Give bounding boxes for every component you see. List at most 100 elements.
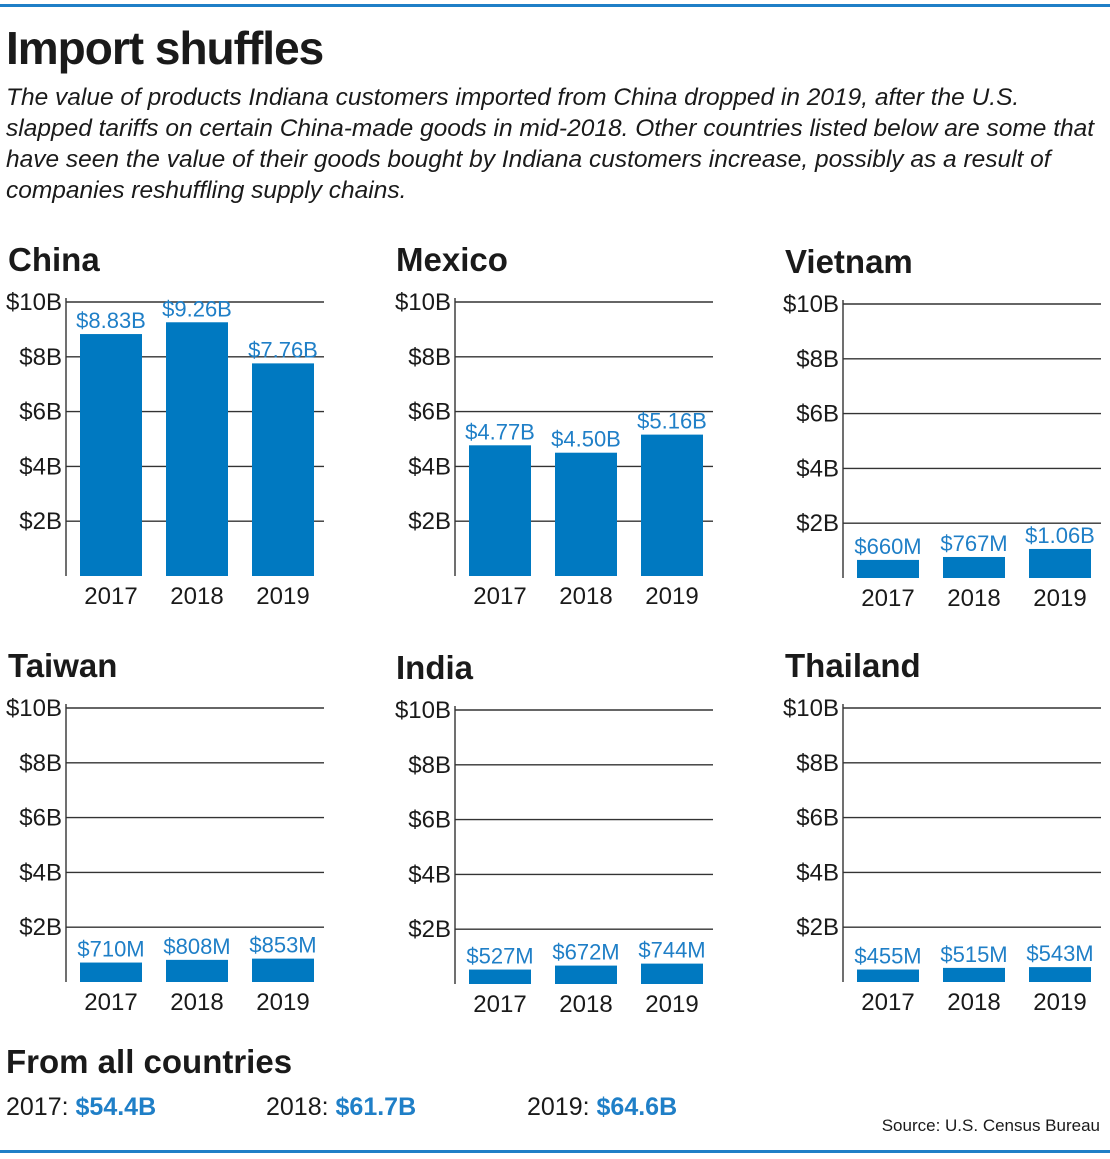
chart-panel-mexico: Mexico $2B $4B $6B $8B $10B $4.77B 2017 $4.50B 2… bbox=[395, 240, 725, 620]
x-tick-label: 2017 bbox=[84, 989, 137, 1016]
bar bbox=[1029, 548, 1091, 578]
x-tick-label: 2019 bbox=[256, 989, 309, 1016]
bar bbox=[555, 452, 617, 576]
x-tick-label: 2017 bbox=[861, 585, 914, 612]
page-title: Import shuffles bbox=[6, 22, 324, 74]
total-year: 2017: bbox=[6, 1093, 69, 1121]
bar bbox=[469, 969, 531, 984]
x-tick-label: 2019 bbox=[645, 583, 698, 610]
y-tick-label: $8B bbox=[796, 346, 839, 373]
y-tick-label: $4B bbox=[19, 453, 62, 480]
source-note: Source: U.S. Census Bureau bbox=[881, 1116, 1100, 1135]
chart-panel-thailand: Thailand $2B $4B $6B $8B $10B $455M 2017 $515M 2… bbox=[783, 646, 1110, 1026]
chart-panel-china: China $2B $4B $6B $8B $10B $8.83B 2017 $9.26B 20… bbox=[6, 240, 336, 620]
x-tick-label: 2019 bbox=[256, 583, 309, 610]
y-tick-label: $8B bbox=[408, 344, 451, 371]
y-tick-label: $8B bbox=[408, 752, 451, 779]
total-2019: 2019: $64.6B bbox=[527, 1090, 677, 1124]
data-label: $660M bbox=[854, 534, 921, 559]
chart-panel-taiwan: Taiwan $2B $4B $6B $8B $10B $710M 2017 $808M 201… bbox=[6, 646, 336, 1026]
x-tick-label: 2018 bbox=[947, 989, 1000, 1016]
bar bbox=[252, 363, 314, 576]
data-label: $455M bbox=[854, 944, 921, 969]
y-tick-label: $6B bbox=[408, 399, 451, 426]
x-tick-label: 2017 bbox=[861, 989, 914, 1016]
x-tick-label: 2018 bbox=[559, 583, 612, 610]
bar bbox=[1029, 967, 1091, 982]
y-tick-label: $4B bbox=[408, 861, 451, 888]
total-2018: 2018: $61.7B bbox=[266, 1090, 416, 1124]
chart-title: China bbox=[8, 241, 100, 278]
bar bbox=[857, 969, 919, 982]
data-label: $9.26B bbox=[162, 296, 232, 321]
bar bbox=[469, 445, 531, 576]
y-tick-label: $6B bbox=[796, 805, 839, 832]
bar-chart-india: $2B $4B $6B $8B $10B $527M 2017 $672M 2018 $744M 2… bbox=[395, 697, 713, 1018]
y-tick-label: $10B bbox=[783, 695, 839, 722]
data-label: $515M bbox=[940, 942, 1007, 967]
total-value: $54.4B bbox=[75, 1093, 157, 1121]
data-label: $744M bbox=[638, 938, 705, 963]
y-tick-label: $8B bbox=[19, 750, 62, 777]
total-2017: 2017: $54.4B bbox=[6, 1090, 156, 1124]
x-tick-label: 2018 bbox=[170, 989, 223, 1016]
data-label: $1.06B bbox=[1025, 523, 1095, 548]
y-tick-label: $10B bbox=[6, 695, 62, 722]
data-label: $672M bbox=[552, 940, 619, 965]
bar-chart-mexico: $2B $4B $6B $8B $10B $4.77B 2017 $4.50B 2018 $5.1… bbox=[395, 289, 713, 610]
bar-chart-vietnam: $2B $4B $6B $8B $10B $660M 2017 $767M 2018 $1.06B… bbox=[783, 291, 1101, 612]
x-tick-label: 2017 bbox=[473, 583, 526, 610]
y-tick-label: $2B bbox=[796, 914, 839, 941]
bar bbox=[80, 334, 142, 576]
total-year: 2018: bbox=[266, 1093, 329, 1121]
y-tick-label: $4B bbox=[408, 453, 451, 480]
y-tick-label: $2B bbox=[19, 508, 62, 535]
y-tick-label: $2B bbox=[796, 510, 839, 537]
y-tick-label: $6B bbox=[796, 401, 839, 428]
y-tick-label: $10B bbox=[395, 289, 451, 316]
data-label: $4.77B bbox=[465, 419, 535, 444]
x-tick-label: 2017 bbox=[473, 991, 526, 1018]
bar-chart-thailand: $2B $4B $6B $8B $10B $455M 2017 $515M 2018 $543M 2… bbox=[783, 695, 1101, 1016]
bar bbox=[555, 965, 617, 984]
y-tick-label: $6B bbox=[19, 805, 62, 832]
y-tick-label: $8B bbox=[19, 344, 62, 371]
y-tick-label: $10B bbox=[783, 291, 839, 318]
y-tick-label: $2B bbox=[408, 916, 451, 943]
bar bbox=[166, 322, 228, 576]
bar-chart-china: $2B $4B $6B $8B $10B $8.83B 2017 $9.26B 2018 $7.7… bbox=[6, 289, 324, 610]
bar bbox=[641, 434, 703, 576]
chart-title: Vietnam bbox=[785, 243, 913, 280]
data-label: $710M bbox=[77, 937, 144, 962]
top-rule bbox=[0, 4, 1110, 7]
chart-panel-vietnam: Vietnam $2B $4B $6B $8B $10B $660M 2017 $767M 20… bbox=[783, 242, 1110, 622]
chart-panel-india: India $2B $4B $6B $8B $10B $527M 2017 $672M 2018… bbox=[395, 648, 725, 1028]
x-tick-label: 2019 bbox=[645, 991, 698, 1018]
data-label: $5.16B bbox=[637, 409, 707, 434]
total-value: $64.6B bbox=[596, 1093, 678, 1121]
bar bbox=[80, 962, 142, 982]
chart-title: Mexico bbox=[396, 241, 508, 278]
page-subtitle: The value of products Indiana customers … bbox=[6, 84, 1095, 204]
y-tick-label: $4B bbox=[19, 859, 62, 886]
x-tick-label: 2018 bbox=[170, 583, 223, 610]
bar-chart-taiwan: $2B $4B $6B $8B $10B $710M 2017 $808M 2018 $853M 2… bbox=[6, 695, 324, 1016]
y-tick-label: $10B bbox=[6, 289, 62, 316]
bar bbox=[641, 963, 703, 984]
data-label: $767M bbox=[940, 531, 1007, 556]
x-tick-label: 2019 bbox=[1033, 585, 1086, 612]
data-label: $7.76B bbox=[248, 337, 318, 362]
total-value: $61.7B bbox=[335, 1093, 417, 1121]
y-tick-label: $4B bbox=[796, 455, 839, 482]
y-tick-label: $2B bbox=[19, 914, 62, 941]
chart-title: Thailand bbox=[785, 647, 921, 684]
y-tick-label: $6B bbox=[19, 399, 62, 426]
y-tick-label: $6B bbox=[408, 807, 451, 834]
bar bbox=[943, 556, 1005, 578]
data-label: $808M bbox=[163, 934, 230, 959]
data-label: $527M bbox=[466, 944, 533, 969]
y-tick-label: $8B bbox=[796, 750, 839, 777]
total-year: 2019: bbox=[527, 1093, 590, 1121]
data-label: $4.50B bbox=[551, 427, 621, 452]
y-tick-label: $10B bbox=[395, 697, 451, 724]
